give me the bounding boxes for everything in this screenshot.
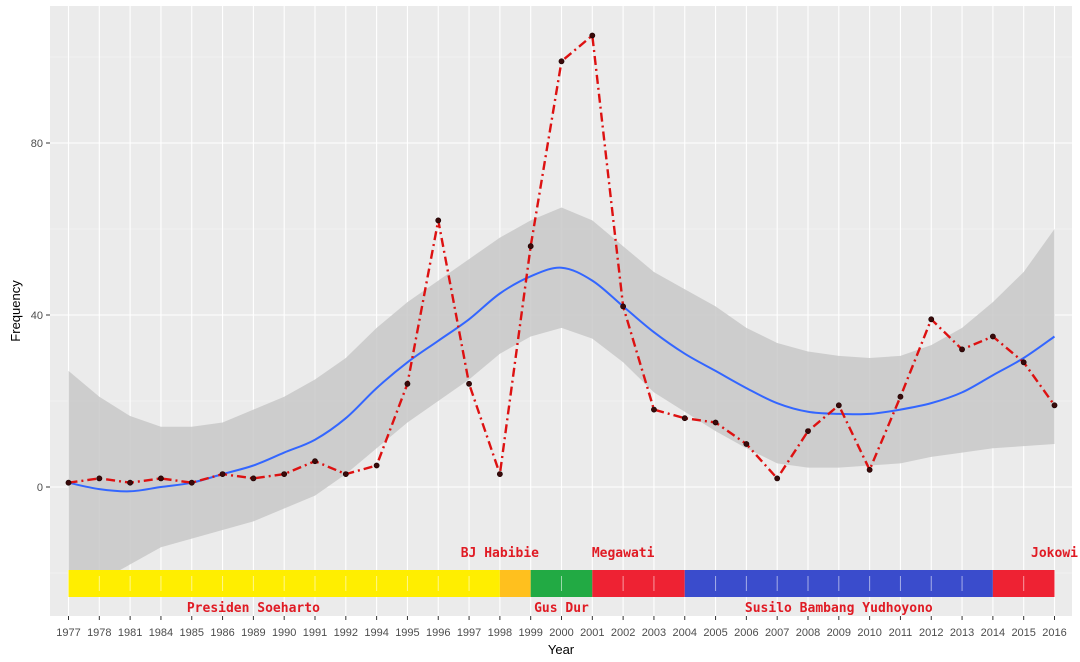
frequency-point xyxy=(250,475,257,482)
x-tick-label: 2002 xyxy=(611,627,635,639)
x-tick-label: 2007 xyxy=(765,627,789,639)
x-tick-label: 1994 xyxy=(364,627,388,639)
x-tick-label: 2016 xyxy=(1042,627,1066,639)
frequency-point xyxy=(1020,359,1027,366)
frequency-point xyxy=(527,243,534,250)
frequency-point xyxy=(342,471,349,477)
frequency-point xyxy=(1051,402,1058,409)
x-tick-label: 1978 xyxy=(87,627,111,639)
term-label: Jokowi xyxy=(1031,546,1078,561)
frequency-point xyxy=(774,475,781,482)
term-label: Susilo Bambang Yudhoyono xyxy=(745,601,933,616)
frequency-point xyxy=(681,415,688,422)
frequency-point xyxy=(312,458,318,465)
frequency-point xyxy=(373,462,380,469)
y-axis-title: Frequency xyxy=(8,280,23,342)
smooth-trend-line xyxy=(68,266,1056,493)
term-bar xyxy=(499,570,531,597)
frequency-point xyxy=(620,303,627,310)
x-tick-label: 2000 xyxy=(549,627,573,639)
confidence-band-layer xyxy=(68,207,1055,595)
frequency-point xyxy=(158,475,164,482)
frequency-line xyxy=(68,34,1056,484)
term-bar xyxy=(592,570,685,597)
x-tick-label: 1977 xyxy=(56,627,80,639)
x-axis: 1977 1978 1981 1984 1985 1986 1989 1990 1991 1992… xyxy=(56,616,1067,639)
frequency-point xyxy=(959,346,965,353)
frequency-point xyxy=(466,380,472,387)
frequency-point xyxy=(188,479,195,486)
x-tick-label: 2014 xyxy=(981,627,1005,639)
x-tick-label: 2005 xyxy=(703,627,727,639)
frequency-point xyxy=(805,428,811,434)
frequency-point xyxy=(651,406,657,413)
x-tick-label: 1996 xyxy=(426,627,450,639)
x-tick-label: 1999 xyxy=(518,627,542,639)
x-tick-label: 1989 xyxy=(241,627,265,639)
frequency-point xyxy=(989,333,996,340)
x-tick-label: 2006 xyxy=(734,627,758,639)
x-tick-label: 2013 xyxy=(950,627,974,639)
term-label: Presiden Soeharto xyxy=(187,601,320,616)
term-label: Megawati xyxy=(592,546,655,561)
frequency-point xyxy=(65,479,72,486)
x-tick-label: 2008 xyxy=(796,627,820,639)
frequency-point xyxy=(435,217,442,224)
x-axis-title: Year xyxy=(548,642,575,657)
x-tick-label: 2004 xyxy=(673,627,697,639)
frequency-point xyxy=(589,32,596,39)
x-tick-label: 1992 xyxy=(334,627,358,639)
y-tick-label: 0 xyxy=(37,482,43,494)
x-tick-label: 1990 xyxy=(272,627,296,639)
presidential-terms-layer: Presiden Soeharto BJ Habibie Gus Dur Megawa… xyxy=(68,546,1078,616)
frequency-point xyxy=(835,402,842,409)
y-tick-label: 40 xyxy=(31,310,43,322)
data-line-layer xyxy=(65,32,1058,486)
frequency-point xyxy=(897,393,904,400)
x-tick-label: 2010 xyxy=(857,627,881,639)
frequency-point xyxy=(281,471,288,477)
frequency-point xyxy=(219,471,226,477)
smooth-line-layer xyxy=(68,266,1056,493)
x-tick-label: 1981 xyxy=(118,627,142,639)
x-tick-label: 1986 xyxy=(210,627,234,639)
term-label: BJ Habibie xyxy=(461,546,539,561)
frequency-point xyxy=(743,441,750,447)
frequency-point xyxy=(404,380,411,387)
x-tick-label: 1995 xyxy=(395,627,419,639)
x-tick-label: 1991 xyxy=(303,627,327,639)
y-axis: 0 40 80 xyxy=(31,138,50,494)
x-tick-label: 2003 xyxy=(642,627,666,639)
frequency-point xyxy=(712,419,719,426)
frequency-point xyxy=(496,471,503,477)
confidence-band xyxy=(68,207,1055,595)
x-tick-label: 2001 xyxy=(580,627,604,639)
x-tick-label: 2011 xyxy=(889,627,913,639)
x-tick-label: 2012 xyxy=(919,627,943,639)
x-tick-label: 1985 xyxy=(180,627,204,639)
term-label: Gus Dur xyxy=(534,601,589,616)
frequency-point xyxy=(866,466,873,473)
frequency-point xyxy=(127,479,134,486)
x-tick-label: 1997 xyxy=(457,627,481,639)
frequency-point xyxy=(558,58,565,65)
y-tick-label: 80 xyxy=(31,138,43,150)
x-tick-label: 2015 xyxy=(1011,627,1035,639)
frequency-point xyxy=(96,475,103,482)
x-tick-label: 1998 xyxy=(488,627,512,639)
frequency-point xyxy=(928,316,935,323)
x-tick-label: 2009 xyxy=(827,627,851,639)
x-tick-label: 1984 xyxy=(149,627,173,639)
